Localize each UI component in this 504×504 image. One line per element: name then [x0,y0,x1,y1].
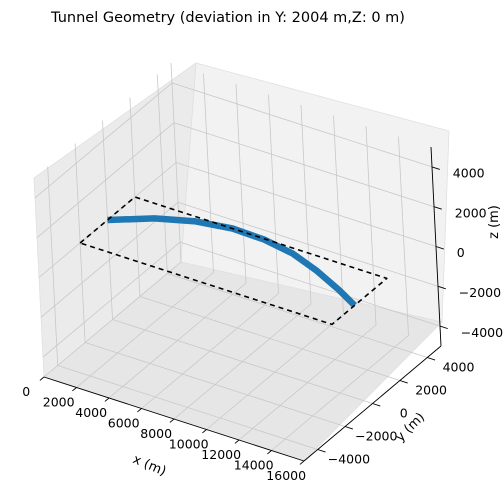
x-tick-label: 4000 [75,405,107,420]
y-tick-label: 2000 [415,383,447,398]
z-tick [435,246,444,250]
x-tick [267,450,272,455]
y-tick [317,449,326,453]
x-tick-label: 6000 [108,415,140,430]
y-tick [344,426,354,430]
z-tick-label: 0 [457,245,465,260]
z-gridline-back [179,241,441,327]
x-tick [39,376,45,381]
x-tick-label: 16000 [266,468,306,483]
z-gridline-side [34,82,173,199]
x-tick [104,397,110,402]
chart-title: Tunnel Geometry (deviation in Y: 2004 m,… [50,10,405,26]
z-gridline-side [36,122,175,239]
z-tick [433,206,442,210]
z-gridline-back [173,122,435,208]
y-tick [427,357,436,361]
z-tick [439,325,448,330]
y-gridline-floor [167,273,428,358]
y-tick-label: 4000 [443,360,475,375]
y-gridline-floor [84,342,346,427]
y-tick-label: 0 [400,406,408,421]
z-tick [437,285,446,290]
x-tick-label: 14000 [234,457,274,472]
y-gridline-floor [57,365,318,450]
z-tick [431,166,440,170]
x-tick [299,460,305,465]
y-tick-label: −4000 [328,452,370,467]
z-tick-label: −2000 [459,285,501,300]
tick-labels: 0200040006000800010000120001400016000−40… [22,166,503,483]
tick-marks [39,166,448,465]
z-tick-label: 4000 [453,166,485,181]
x-tick-label: 2000 [43,394,75,409]
x-tick [202,429,207,434]
z-tick-label: 2000 [455,205,487,220]
x-tick [169,418,175,423]
x-axis-label: x (m) [130,452,168,479]
plot-series [79,196,388,326]
x-tick [234,439,240,444]
x-tick [72,387,77,392]
x-tick [137,408,142,413]
y-tick [372,403,381,407]
reference-rectangle-dashed [79,196,388,326]
z-axis-label: z (m) [487,205,502,239]
z-gridline-back [175,162,437,247]
y-tick-label: −2000 [355,429,397,444]
y-tick [399,380,408,384]
z-gridline-side [42,241,181,358]
y-gridline-floor [112,319,373,404]
z-tick-label: −4000 [461,325,503,340]
x-tick-label: 8000 [140,426,172,441]
x-tick-label: 12000 [201,447,241,462]
x-tick-label: 10000 [169,436,209,451]
x-tick-label: 0 [22,384,30,399]
z-gridline-back [177,201,439,287]
y-gridline-floor [139,296,401,381]
y-axis-label: y (m) [393,410,428,445]
z-gridline-back [171,82,433,168]
